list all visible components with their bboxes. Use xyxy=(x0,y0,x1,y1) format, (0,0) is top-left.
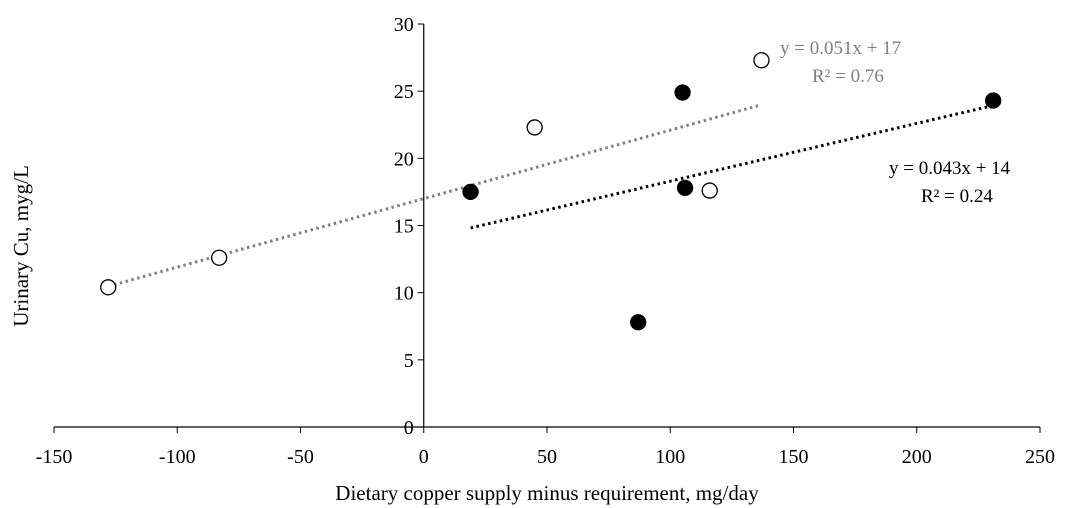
x-tick-label: 150 xyxy=(779,446,809,468)
y-axis-title: Urinary Cu, myg/L xyxy=(9,165,33,327)
x-tick-label: 200 xyxy=(902,446,932,468)
plot-area: -150 -100 -50 0 50 100 150 200 250 0 5 10 15 20 25 30 xyxy=(36,14,1055,468)
trendline-equation-gray: y = 0.051x + 17 xyxy=(780,38,901,59)
y-tick-label: 30 xyxy=(394,14,414,36)
filled-data-point xyxy=(462,183,479,201)
x-tick-label: -150 xyxy=(36,446,73,468)
trendline-equation-black: y = 0.043x + 14 xyxy=(889,158,1011,179)
trendline-r2-gray: R² = 0.76 xyxy=(812,66,884,87)
open-data-point xyxy=(753,52,770,69)
x-tick-label: -50 xyxy=(287,446,314,468)
filled-data-point xyxy=(676,179,694,197)
x-axis-title: Dietary copper supply minus requirement,… xyxy=(335,481,759,505)
trendline-gray xyxy=(107,103,762,288)
y-tick-label: 25 xyxy=(394,81,414,103)
x-tick-label: -100 xyxy=(159,446,196,468)
y-tick-label: 20 xyxy=(394,148,414,170)
filled-data-point xyxy=(630,314,647,331)
open-data-point xyxy=(526,119,543,136)
y-tick-label: 0 xyxy=(404,417,414,439)
y-tick-label: 5 xyxy=(404,350,414,372)
open-data-point xyxy=(701,182,718,199)
x-tick-label: 250 xyxy=(1025,446,1055,468)
y-tick-label: 15 xyxy=(394,216,414,238)
open-data-point xyxy=(100,279,117,296)
y-tick-label: 10 xyxy=(394,283,414,305)
x-tick-label: 50 xyxy=(537,446,557,468)
filled-data-point xyxy=(674,84,691,101)
filled-data-point xyxy=(985,92,1002,109)
open-data-point xyxy=(211,249,228,266)
x-tick-label: 100 xyxy=(655,446,685,468)
x-tick-label: 0 xyxy=(419,446,429,468)
trendline-r2-black: R² = 0.24 xyxy=(921,186,993,207)
